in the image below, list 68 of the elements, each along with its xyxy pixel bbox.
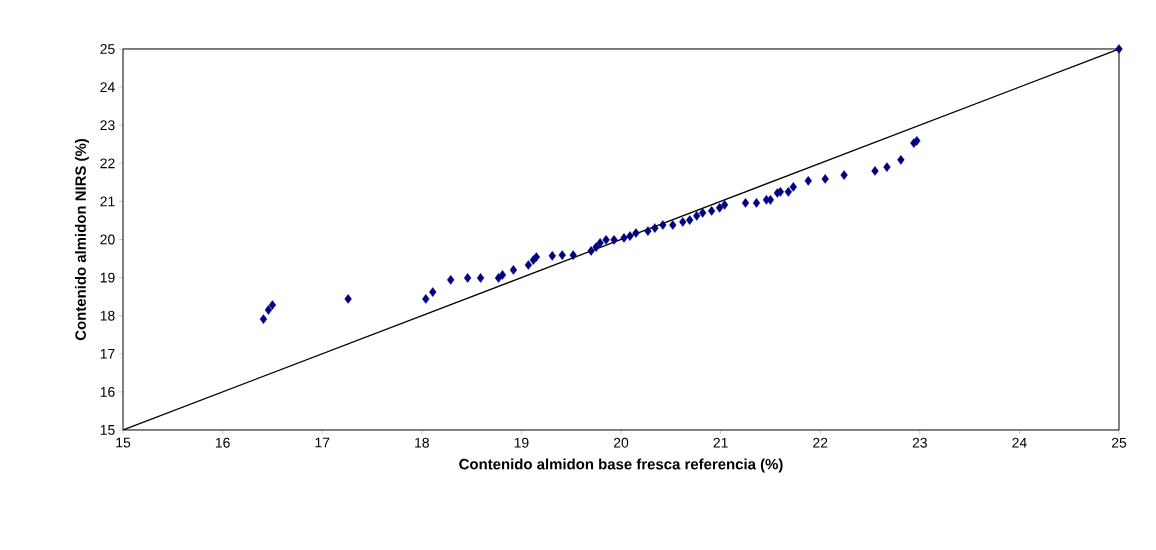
point	[463, 273, 472, 283]
point	[840, 170, 848, 180]
point	[596, 238, 604, 248]
point	[259, 314, 268, 324]
point	[644, 226, 652, 236]
x-tick-label: 24	[1012, 437, 1027, 448]
y-tick-label: 15	[100, 425, 115, 435]
point	[268, 300, 277, 310]
point	[651, 223, 659, 233]
point	[264, 305, 273, 315]
point	[715, 203, 724, 213]
point	[548, 251, 556, 261]
y-tick-label: 19	[100, 272, 115, 283]
y-tick-label: 23	[100, 120, 115, 131]
point	[476, 273, 485, 283]
y-tick-label: 16	[100, 386, 115, 397]
y-tick-label: 24	[100, 82, 115, 92]
x-tick-label: 18	[415, 437, 429, 448]
point	[602, 235, 610, 245]
point	[679, 217, 687, 227]
y-tick-label: 25	[100, 44, 115, 54]
x-tick-label: 21	[713, 437, 728, 448]
point	[741, 198, 750, 208]
y-tick-label: 21	[100, 196, 115, 207]
y-axis-title: Contenido almidon NIRS (%)	[74, 138, 89, 341]
x-tick-label: 20	[613, 437, 629, 448]
point	[659, 220, 667, 230]
point	[610, 235, 618, 245]
point	[789, 182, 797, 192]
point	[784, 187, 792, 197]
point	[620, 233, 628, 243]
y-tick-label: 17	[100, 348, 115, 359]
y-tick-label: 20	[100, 234, 115, 245]
x-tick-label: 15	[116, 437, 131, 448]
point	[569, 250, 577, 260]
point	[626, 231, 634, 241]
point	[509, 265, 518, 275]
point	[804, 176, 812, 186]
point	[720, 200, 729, 210]
x-tick-label: 16	[215, 437, 230, 448]
point	[897, 155, 905, 165]
x-tick-label: 17	[315, 437, 330, 448]
point	[693, 211, 701, 221]
point	[883, 162, 891, 172]
point	[558, 250, 566, 260]
point	[632, 228, 640, 238]
point	[1115, 44, 1123, 54]
point	[344, 294, 352, 304]
point	[498, 270, 507, 280]
y-tick-label: 22	[100, 158, 115, 169]
point	[699, 208, 707, 218]
x-axis-title: Contenido almidon base fresca referencia (%)	[459, 458, 783, 473]
x-tick-label: 22	[813, 437, 828, 448]
point	[422, 294, 430, 304]
y-tick-label: 18	[100, 310, 115, 321]
point	[587, 246, 595, 256]
point	[669, 220, 677, 230]
point	[429, 287, 437, 297]
point	[524, 260, 533, 270]
point	[871, 166, 879, 176]
x-tick-label: 23	[912, 437, 927, 448]
point	[447, 275, 455, 285]
point	[821, 174, 829, 184]
point	[708, 206, 716, 216]
point	[752, 198, 761, 208]
x-tick-label: 25	[1111, 437, 1127, 448]
point	[686, 215, 694, 225]
x-tick-label: 19	[514, 437, 529, 448]
